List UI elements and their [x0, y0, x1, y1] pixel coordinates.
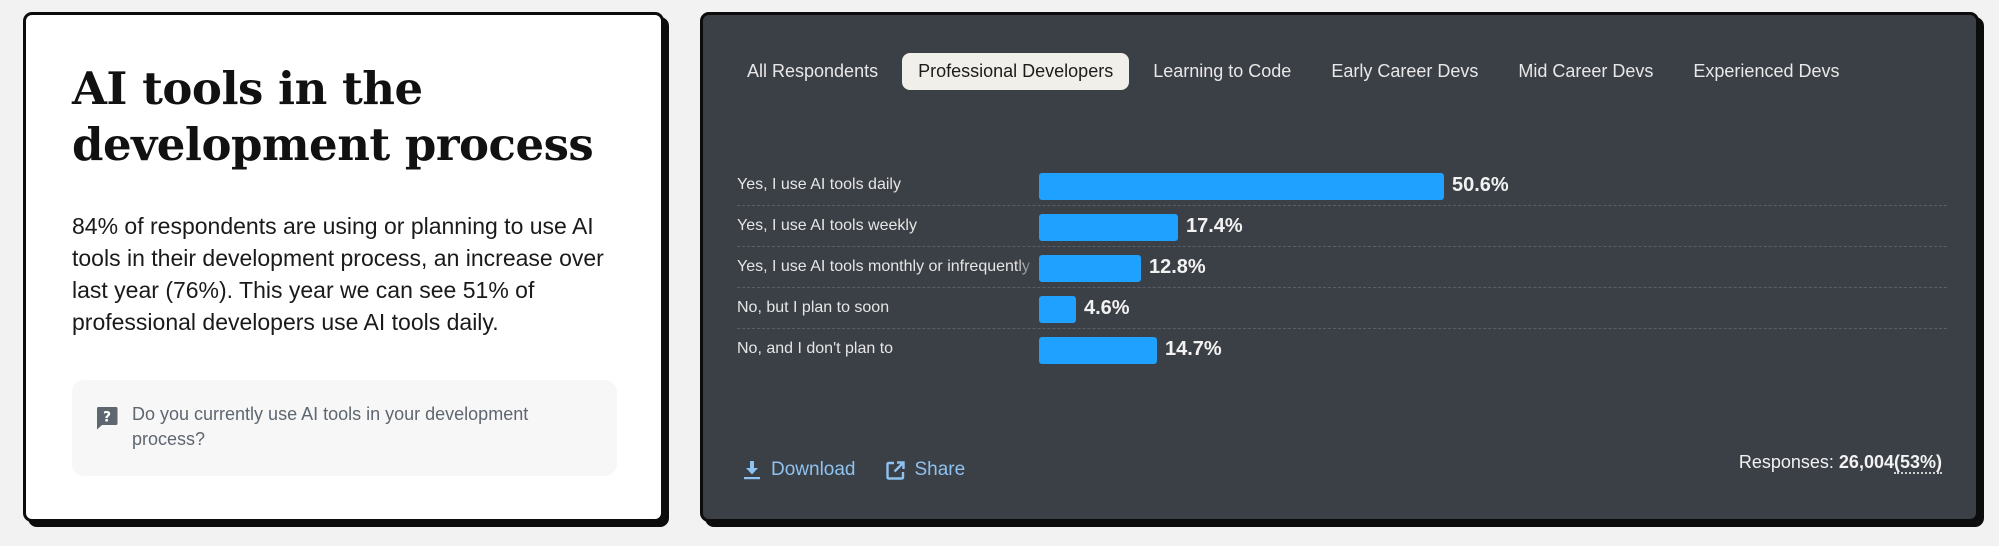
value-label: 4.6% [1084, 297, 1130, 319]
tab-mid-career-devs[interactable]: Mid Career Devs [1518, 61, 1654, 81]
value-label: 12.8% [1149, 256, 1206, 278]
chart-row: No, but I plan to soon 4.6% [737, 288, 1947, 329]
download-label: Download [771, 459, 856, 480]
category-label: Yes, I use AI tools weekly [737, 217, 917, 234]
category-label: No, but I plan to soon [737, 299, 890, 316]
download-button[interactable]: Download [743, 459, 856, 481]
share-label: Share [914, 459, 966, 480]
external-link-icon [885, 460, 905, 480]
chart-actions: Download Share [743, 459, 995, 481]
bar-chart: Yes, I use AI tools daily 50.6% Yes, I u… [737, 165, 1947, 370]
bar[interactable] [1039, 337, 1157, 364]
download-icon [744, 461, 760, 480]
survey-question-text: Do you currently use AI tools in your de… [132, 404, 529, 449]
responses-summary: Responses: 26,004(53%) [1738, 452, 1942, 474]
question-bubble-icon: ? [96, 407, 118, 430]
tab-all-respondents[interactable]: All Respondents [747, 61, 879, 81]
section-title: AI tools in the development process [72, 62, 594, 171]
section-description: 84% of respondents are using or planning… [72, 213, 604, 335]
category-label: No, and I don't plan to [737, 340, 894, 357]
bar[interactable] [1039, 173, 1444, 200]
chart-card: All Respondents Professional Developers … [700, 12, 1979, 522]
responses-label: Responses: [1738, 452, 1834, 472]
chart-row: Yes, I use AI tools weekly 17.4% [737, 206, 1947, 247]
bar[interactable] [1039, 296, 1076, 323]
chart-row: No, and I don't plan to 14.7% [737, 329, 1947, 370]
value-label: 50.6% [1452, 174, 1509, 196]
bar[interactable] [1039, 214, 1178, 241]
tab-early-career-devs[interactable]: Early Career Devs [1331, 61, 1479, 81]
category-label: Yes, I use AI tools daily [737, 176, 901, 193]
tab-experienced-devs[interactable]: Experienced Devs [1693, 61, 1840, 81]
value-label: 14.7% [1165, 338, 1222, 360]
tab-professional-developers[interactable]: Professional Developers [902, 53, 1130, 90]
responses-percentage[interactable]: (53%) [1893, 452, 1942, 474]
value-label: 17.4% [1186, 215, 1243, 237]
category-label: Yes, I use AI tools monthly or infrequen… [737, 258, 1030, 275]
tab-learning-to-code[interactable]: Learning to Code [1153, 61, 1292, 81]
responses-count: 26,004 [1838, 452, 1894, 472]
chart-row: Yes, I use AI tools daily 50.6% [737, 165, 1947, 206]
share-button[interactable]: Share [885, 459, 966, 481]
summary-card: AI tools in the development process 84% … [23, 12, 664, 522]
chart-row: Yes, I use AI tools monthly or infrequen… [737, 247, 1947, 288]
bar[interactable] [1039, 255, 1141, 282]
survey-question-box: ? Do you currently use AI tools in your … [72, 380, 617, 476]
respondent-tabs: All Respondents Professional Developers … [731, 53, 1863, 90]
svg-text:?: ? [103, 410, 111, 426]
